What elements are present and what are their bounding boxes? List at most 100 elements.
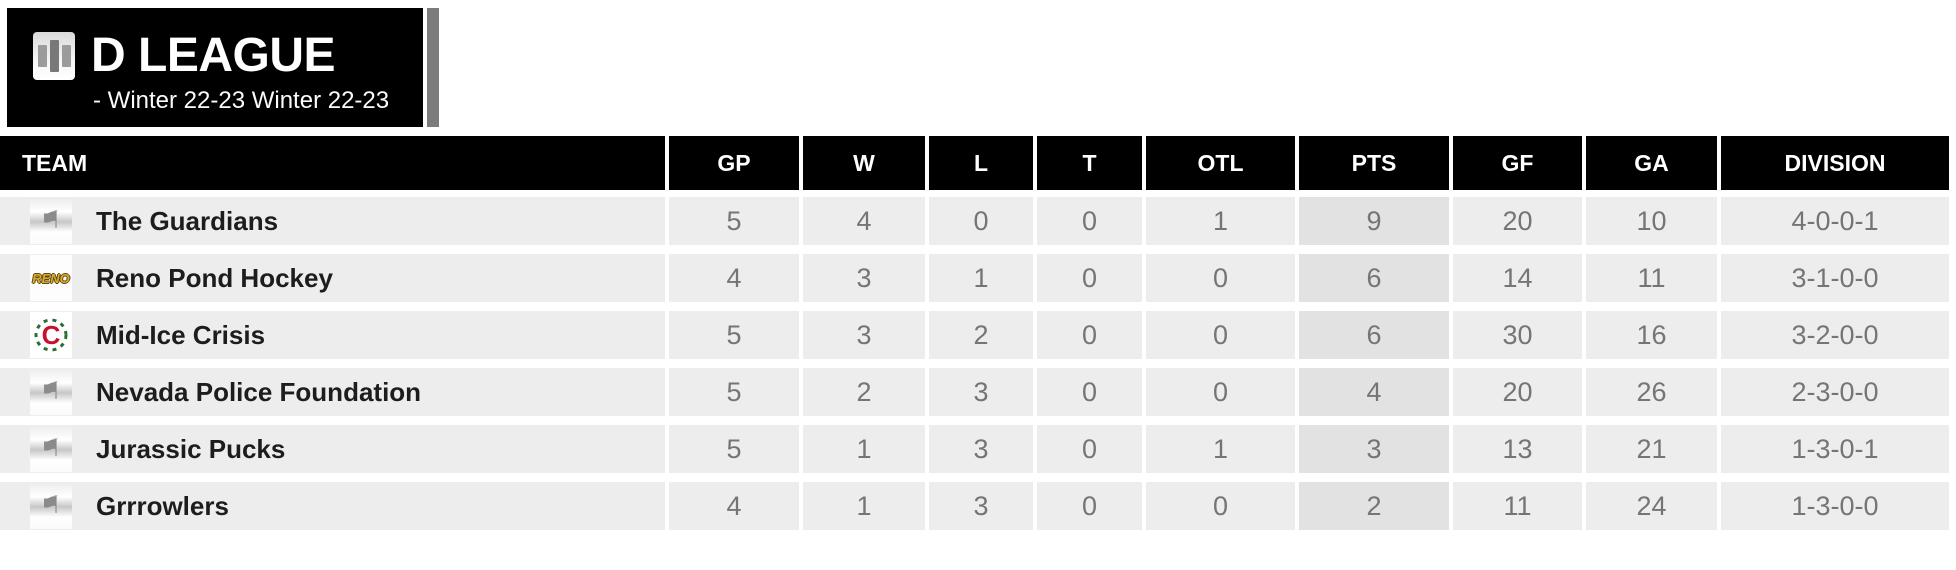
w-cell: 3	[803, 311, 925, 359]
league-title: D LEAGUE	[91, 29, 336, 82]
team-cell[interactable]: ⚑ Jurassic Pucks	[0, 425, 665, 473]
team-cell[interactable]: ⚑ The Guardians	[0, 197, 665, 245]
col-header-gp: GP	[669, 136, 799, 190]
standings-table: TEAM GP W L T OTL PTS GF GA DIVISION ⚑ T…	[0, 136, 1949, 539]
header-divider-bar	[427, 8, 439, 127]
col-header-t: T	[1037, 136, 1142, 190]
otl-cell: 0	[1146, 368, 1295, 416]
w-cell: 1	[803, 425, 925, 473]
icon-bar	[61, 45, 71, 67]
table-header-row: TEAM GP W L T OTL PTS GF GA DIVISION	[0, 136, 1949, 190]
team-name: Reno Pond Hockey	[96, 262, 333, 293]
table-row[interactable]: C Mid-Ice Crisis 5 3 2 0 0 6 30 16 3-2-0…	[0, 311, 1949, 359]
ga-cell: 24	[1586, 482, 1717, 530]
gf-cell: 20	[1453, 197, 1582, 245]
team-cell[interactable]: RENO Reno Pond Hockey	[0, 254, 665, 302]
flag-icon: ⚑	[30, 483, 72, 529]
league-header: D LEAGUE - Winter 22-23 Winter 22-23	[7, 8, 423, 127]
gp-cell: 5	[669, 197, 799, 245]
icon-bar	[37, 45, 47, 67]
gp-cell: 5	[669, 311, 799, 359]
ga-cell: 10	[1586, 197, 1717, 245]
flag-glyph: ⚑	[40, 378, 62, 405]
flag-glyph: ⚑	[40, 435, 62, 462]
division-cell: 3-1-0-0	[1721, 254, 1949, 302]
division-cell: 3-2-0-0	[1721, 311, 1949, 359]
gf-cell: 14	[1453, 254, 1582, 302]
pts-cell: 6	[1299, 254, 1449, 302]
t-cell: 0	[1037, 254, 1142, 302]
col-header-otl: OTL	[1146, 136, 1295, 190]
league-season-subtitle: - Winter 22-23 Winter 22-23	[93, 87, 390, 114]
gp-cell: 5	[669, 425, 799, 473]
w-cell: 3	[803, 254, 925, 302]
otl-cell: 1	[1146, 197, 1295, 245]
table-row[interactable]: ⚑ Nevada Police Foundation 5 2 3 0 0 4 2…	[0, 368, 1949, 416]
t-cell: 0	[1037, 482, 1142, 530]
gp-cell: 4	[669, 482, 799, 530]
ga-cell: 26	[1586, 368, 1717, 416]
t-cell: 0	[1037, 425, 1142, 473]
flag-icon: ⚑	[30, 426, 72, 472]
pts-cell: 6	[1299, 311, 1449, 359]
division-cell: 2-3-0-0	[1721, 368, 1949, 416]
pts-cell: 4	[1299, 368, 1449, 416]
team-name: The Guardians	[96, 205, 279, 236]
gf-cell: 13	[1453, 425, 1582, 473]
otl-cell: 1	[1146, 425, 1295, 473]
col-header-gf: GF	[1453, 136, 1582, 190]
col-header-division: DIVISION	[1721, 136, 1949, 190]
mid-ice-crisis-logo-graphic: C	[34, 318, 68, 352]
gp-cell: 5	[669, 368, 799, 416]
l-cell: 3	[929, 482, 1033, 530]
ga-cell: 21	[1586, 425, 1717, 473]
flag-icon: ⚑	[30, 198, 72, 244]
l-cell: 0	[929, 197, 1033, 245]
division-cell: 1-3-0-0	[1721, 482, 1949, 530]
otl-cell: 0	[1146, 311, 1295, 359]
col-header-pts: PTS	[1299, 136, 1449, 190]
team-name: Jurassic Pucks	[96, 433, 286, 464]
w-cell: 2	[803, 368, 925, 416]
flag-glyph: ⚑	[40, 492, 62, 519]
col-header-l: L	[929, 136, 1033, 190]
otl-cell: 0	[1146, 254, 1295, 302]
w-cell: 4	[803, 197, 925, 245]
pts-cell: 9	[1299, 197, 1449, 245]
l-cell: 3	[929, 368, 1033, 416]
t-cell: 0	[1037, 197, 1142, 245]
gf-cell: 30	[1453, 311, 1582, 359]
col-header-team: TEAM	[0, 136, 665, 190]
gp-cell: 4	[669, 254, 799, 302]
team-cell[interactable]: ⚑ Nevada Police Foundation	[0, 368, 665, 416]
reno-logo: RENO	[30, 255, 72, 301]
table-row[interactable]: ⚑ Grrrowlers 4 1 3 0 0 2 11 24 1-3-0-0	[0, 482, 1949, 530]
team-name: Mid-Ice Crisis	[96, 319, 266, 350]
mid-ice-crisis-logo: C	[30, 312, 72, 358]
reno-logo-text: RENO	[32, 270, 70, 286]
flag-glyph: ⚑	[40, 207, 62, 234]
l-cell: 2	[929, 311, 1033, 359]
team-cell[interactable]: ⚑ Grrrowlers	[0, 482, 665, 530]
ga-cell: 16	[1586, 311, 1717, 359]
gf-cell: 11	[1453, 482, 1582, 530]
w-cell: 1	[803, 482, 925, 530]
pts-cell: 2	[1299, 482, 1449, 530]
team-name: Nevada Police Foundation	[96, 376, 422, 407]
table-row[interactable]: ⚑ The Guardians 5 4 0 0 1 9 20 10 4-0-0-…	[0, 197, 1949, 245]
col-header-w: W	[803, 136, 925, 190]
t-cell: 0	[1037, 368, 1142, 416]
pts-cell: 3	[1299, 425, 1449, 473]
team-name: Grrrowlers	[96, 490, 229, 521]
flag-icon: ⚑	[30, 369, 72, 415]
division-cell: 4-0-0-1	[1721, 197, 1949, 245]
svg-text:C: C	[42, 320, 61, 350]
l-cell: 1	[929, 254, 1033, 302]
team-cell[interactable]: C Mid-Ice Crisis	[0, 311, 665, 359]
otl-cell: 0	[1146, 482, 1295, 530]
columns-icon	[33, 32, 75, 80]
table-row[interactable]: ⚑ Jurassic Pucks 5 1 3 0 1 3 13 21 1-3-0…	[0, 425, 1949, 473]
ga-cell: 11	[1586, 254, 1717, 302]
division-cell: 1-3-0-1	[1721, 425, 1949, 473]
table-row[interactable]: RENO Reno Pond Hockey 4 3 1 0 0 6 14 11 …	[0, 254, 1949, 302]
